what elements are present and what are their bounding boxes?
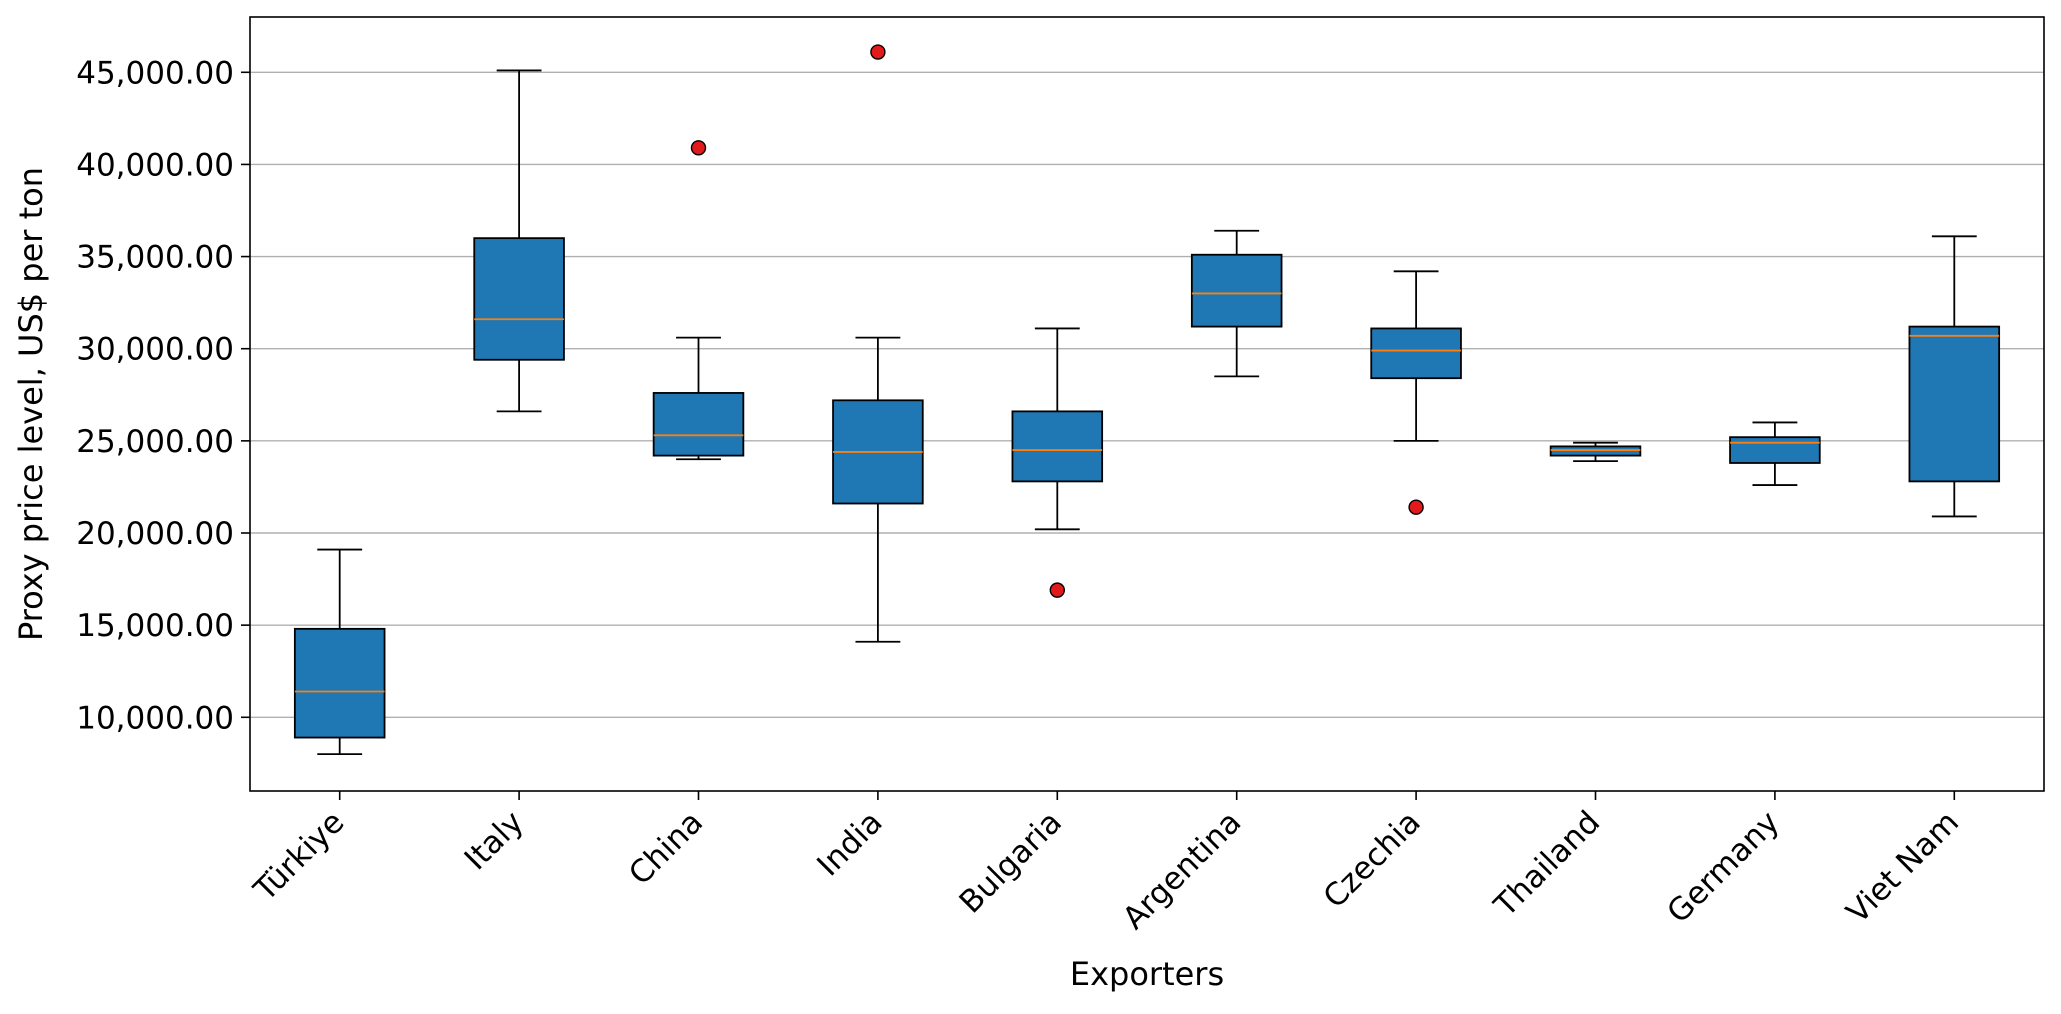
iqr-box: [1729, 436, 1821, 464]
x-tick-label: Thailand: [1487, 804, 1607, 924]
iqr-box: [1549, 445, 1642, 457]
y-tick-label: 40,000.00: [76, 147, 234, 183]
x-tick-label: Czechia: [1317, 804, 1428, 915]
y-tick-label: 45,000.00: [76, 55, 234, 91]
y-tick-label: 25,000.00: [76, 424, 234, 460]
iqr-box: [1011, 410, 1104, 483]
outlier-point: [870, 44, 886, 60]
outlier-point: [1408, 499, 1424, 515]
box-argentina: [1190, 229, 1283, 378]
axis-layer: 10,000.00 15,000.00 20,000.00 25,000.00 30,0…: [76, 55, 1966, 936]
x-tick-label: Bulgaria: [953, 804, 1069, 920]
iqr-box: [652, 392, 745, 457]
y-tick-label: 10,000.00: [76, 700, 234, 736]
box-india: [832, 44, 924, 643]
box-czechia: [1370, 270, 1462, 515]
y-tick-label: 15,000.00: [76, 608, 234, 644]
y-tick-label: 30,000.00: [76, 332, 234, 368]
x-tick-label: China: [622, 804, 710, 892]
box-bulgaria: [1011, 327, 1104, 598]
iqr-box: [473, 237, 565, 361]
iqr-box: [1190, 253, 1283, 328]
iqr-box: [1908, 325, 2001, 483]
outlier-point: [1049, 582, 1066, 598]
box-china: [652, 140, 745, 461]
box-layer: [293, 44, 2001, 756]
x-tick-label: India: [810, 804, 889, 883]
y-axis-title: Proxy price level, US$ per ton: [12, 167, 50, 641]
box-germany: [1729, 421, 1821, 486]
y-tick-label: 20,000.00: [76, 516, 234, 552]
plot-frame: [249, 16, 2045, 792]
box-viet-nam: [1908, 235, 2001, 518]
outlier-point: [690, 140, 707, 156]
x-tick-label: Argentina: [1116, 804, 1248, 936]
box-italy: [473, 69, 565, 413]
x-tick-label: Italy: [458, 804, 531, 877]
box-thailand: [1549, 441, 1642, 463]
x-tick-label: Germany: [1660, 804, 1786, 930]
iqr-box: [1370, 327, 1462, 380]
iqr-box: [293, 627, 386, 739]
x-tick-label: Türkiye: [247, 804, 352, 909]
x-tick-label: Viet Nam: [1840, 804, 1966, 930]
box-t-rkiye: [293, 548, 386, 756]
y-tick-label: 35,000.00: [76, 240, 234, 276]
x-axis-title: Exporters: [1070, 955, 1224, 993]
